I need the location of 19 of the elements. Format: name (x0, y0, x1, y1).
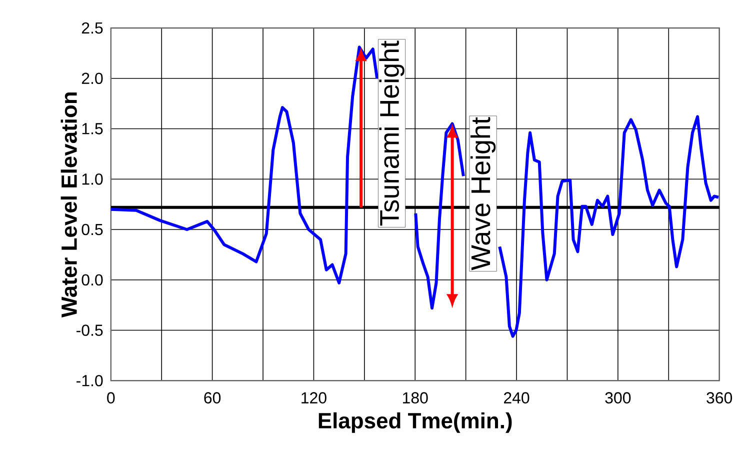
x-tick-label: 360 (706, 392, 732, 404)
x-tick-label: 60 (204, 392, 221, 404)
y-tick-label: 1.5 (82, 123, 103, 135)
x-axis-title: Elapsed Tme(min.) (318, 412, 512, 434)
annotation: Wave Height (470, 117, 496, 270)
y-axis-title: Water Level Elevation (60, 92, 77, 318)
x-tick-label: 180 (403, 392, 428, 404)
x-tick-label: 300 (605, 392, 631, 404)
annotation: Tsunami Height (379, 40, 404, 226)
y-tick-label: -1.0 (76, 375, 103, 387)
x-tick-label: 240 (504, 392, 530, 404)
y-tick-label: 2.5 (82, 22, 103, 34)
y-tick-label: 2.0 (82, 72, 103, 84)
y-tick-label: 0.0 (82, 274, 103, 286)
x-tick-label: 0 (107, 392, 115, 404)
y-tick-label: 0.5 (82, 224, 103, 236)
y-tick-label: 1.0 (82, 174, 103, 185)
y-tick-label: -0.5 (76, 324, 103, 336)
x-tick-label: 120 (302, 392, 326, 404)
